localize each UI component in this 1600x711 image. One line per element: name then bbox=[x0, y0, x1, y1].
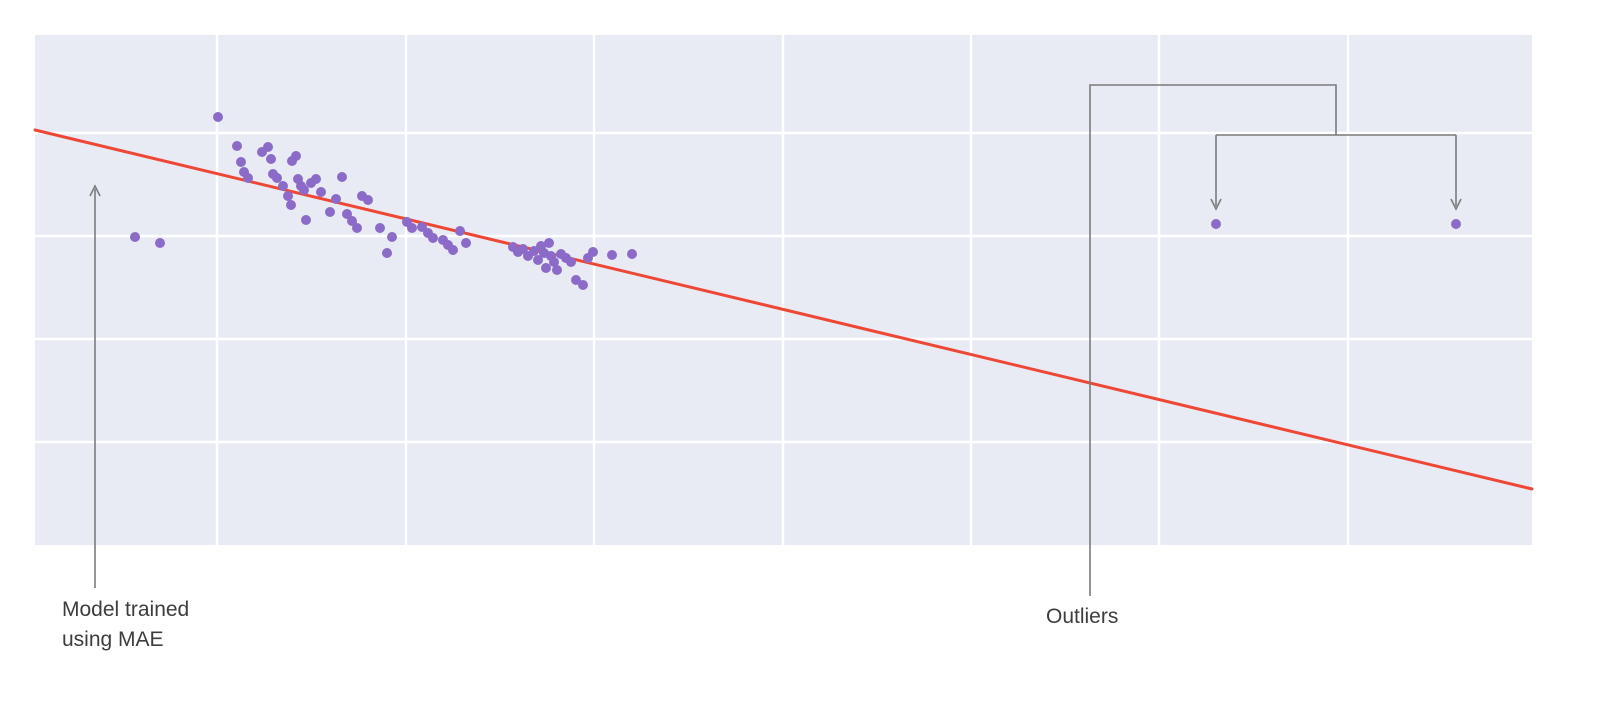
data-point bbox=[278, 181, 288, 191]
data-point bbox=[283, 191, 293, 201]
data-point bbox=[566, 257, 576, 267]
data-point bbox=[407, 223, 417, 233]
data-point bbox=[352, 223, 362, 233]
data-point bbox=[375, 223, 385, 233]
mae-annotation-label: Model trained using MAE bbox=[62, 595, 189, 655]
data-point bbox=[382, 248, 392, 258]
data-point bbox=[291, 151, 301, 161]
data-point bbox=[571, 275, 581, 285]
data-point bbox=[455, 226, 465, 236]
data-point-left bbox=[130, 232, 140, 242]
data-point bbox=[363, 195, 373, 205]
mae-annotation-label-line1: Model trained bbox=[62, 598, 190, 621]
data-point bbox=[588, 247, 598, 257]
data-point bbox=[232, 141, 242, 151]
data-point bbox=[325, 207, 335, 217]
data-point bbox=[263, 142, 273, 152]
data-point bbox=[286, 200, 296, 210]
data-point bbox=[311, 174, 321, 184]
outlier-arrow-head bbox=[1450, 198, 1462, 211]
data-point bbox=[342, 209, 352, 219]
data-point bbox=[337, 172, 347, 182]
data-point bbox=[448, 245, 458, 255]
outliers-annotation-label: Outliers bbox=[1046, 605, 1119, 628]
data-point bbox=[266, 154, 276, 164]
data-point bbox=[301, 215, 311, 225]
data-point bbox=[272, 173, 282, 183]
outlier-arrow-head bbox=[1210, 198, 1222, 211]
data-point bbox=[518, 244, 528, 254]
outliers-connector-line bbox=[1089, 84, 1337, 596]
data-point bbox=[552, 265, 562, 275]
data-point bbox=[627, 249, 637, 259]
data-point bbox=[578, 280, 588, 290]
outlier-point bbox=[1211, 219, 1221, 229]
data-point bbox=[213, 112, 223, 122]
data-point bbox=[533, 255, 543, 265]
data-point bbox=[541, 263, 551, 273]
data-point bbox=[243, 173, 253, 183]
mae-arrow-head bbox=[89, 184, 101, 197]
data-point bbox=[549, 257, 559, 267]
data-point bbox=[387, 232, 397, 242]
data-point bbox=[544, 238, 554, 248]
data-point bbox=[331, 194, 341, 204]
data-point bbox=[347, 216, 357, 226]
data-point bbox=[428, 233, 438, 243]
data-point bbox=[461, 238, 471, 248]
data-point bbox=[316, 187, 326, 197]
data-point bbox=[607, 250, 617, 260]
outlier-point bbox=[1451, 219, 1461, 229]
mae-annotation-label-line2: using MAE bbox=[62, 628, 164, 651]
data-point bbox=[299, 185, 309, 195]
data-point-left bbox=[155, 238, 165, 248]
data-point bbox=[236, 157, 246, 167]
data-point bbox=[529, 246, 539, 256]
